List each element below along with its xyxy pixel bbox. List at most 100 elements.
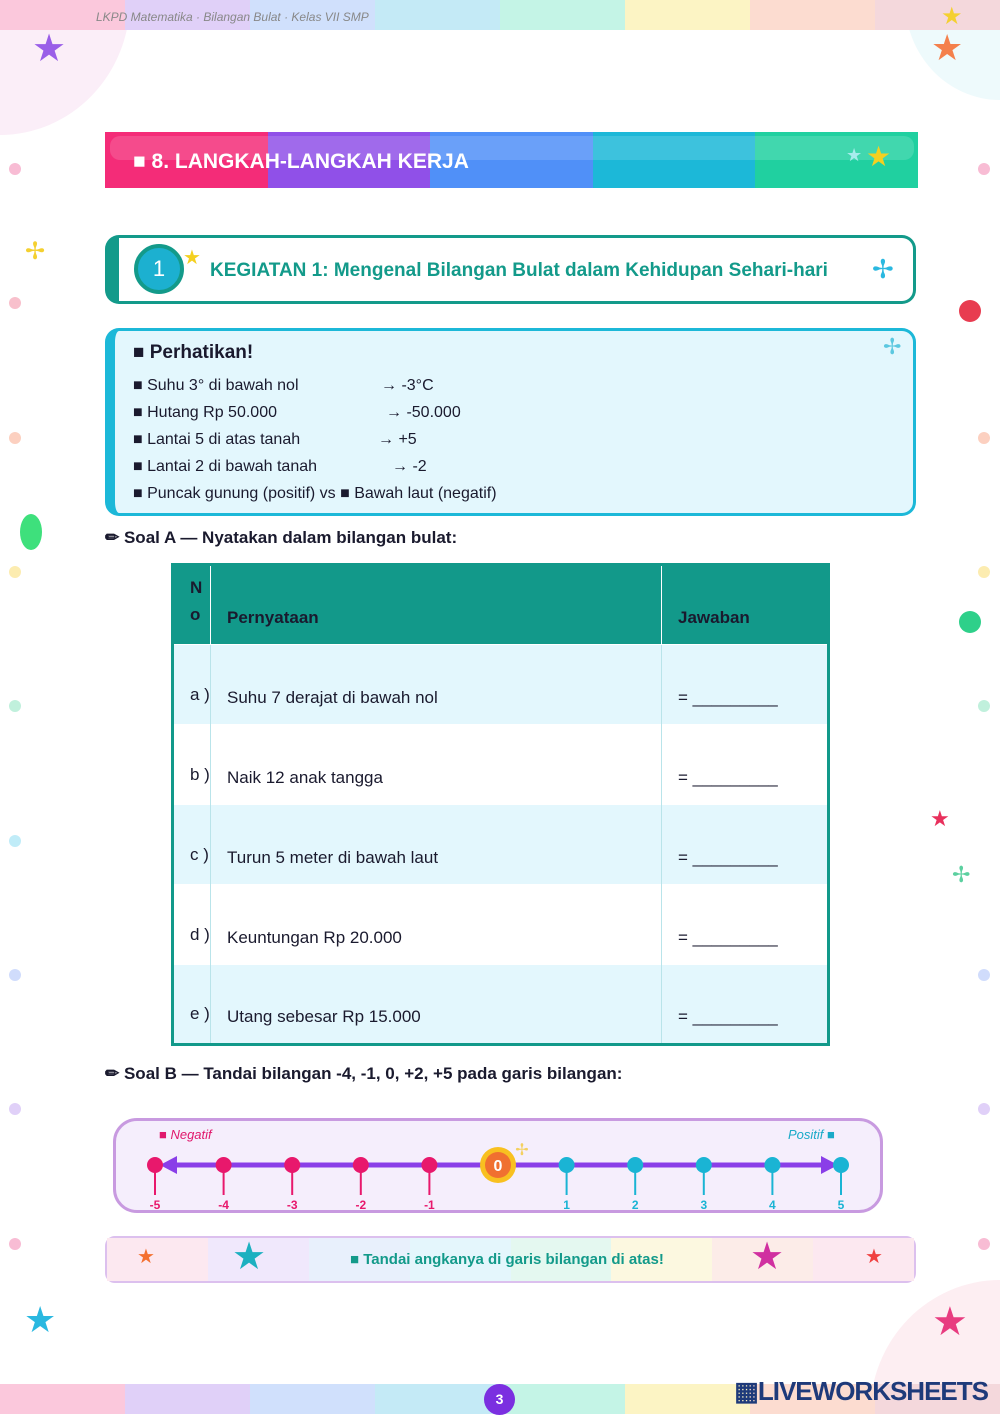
header-statement: Pernyataan	[210, 564, 662, 645]
table-row: d ) Keuntungan Rp 20.000 = _________	[172, 884, 829, 965]
soal-a-table: N o Pernyataan Jawaban a ) Suhu 7 deraja…	[171, 563, 830, 1046]
hint-banner	[105, 1236, 916, 1283]
table-row: a ) Suhu 7 derajat di bawah nol = ______…	[172, 644, 829, 725]
tick-point	[421, 1157, 438, 1173]
decor-dot	[978, 566, 990, 578]
notice-title: ■ Perhatikan!	[133, 342, 254, 363]
star-icon: ★	[24, 1299, 57, 1340]
tick-label: -2	[355, 1198, 366, 1212]
answer-field[interactable]: = _________	[661, 724, 829, 805]
sparkle-icon: ✢	[883, 334, 902, 359]
table-row: b ) Naik 12 anak tangga = _________	[172, 724, 829, 805]
tick-point	[352, 1157, 369, 1173]
tick-label: 0	[494, 1158, 503, 1175]
notice-item: ■ Suhu 3° di bawah nol	[133, 377, 299, 394]
decor-dot	[978, 432, 990, 444]
tick-point	[695, 1157, 712, 1173]
logo-text: LIVEWORKSHEETS	[757, 1376, 989, 1406]
notice-value: → +5	[378, 431, 417, 448]
tick-label: -4	[218, 1198, 229, 1212]
answer-field[interactable]: = _________	[661, 964, 829, 1045]
decor-dot	[978, 163, 990, 175]
star-icon: ★	[750, 1236, 785, 1278]
star-icon: ★	[183, 247, 201, 269]
decor-dot	[9, 297, 21, 309]
section-banner	[105, 132, 918, 188]
arrow-right-icon	[821, 1156, 838, 1174]
header-text: LKPD Matematika · Bilangan Bulat · Kelas…	[96, 10, 369, 24]
notice-value: → -3°C	[381, 377, 434, 394]
hint-text: ■ Tandai angkanya di garis bilangan di a…	[350, 1251, 664, 1268]
decor-dot	[9, 1238, 21, 1250]
zero-marker	[485, 1152, 511, 1178]
header-answer: Jawaban	[661, 564, 829, 645]
footer-strip	[0, 1384, 1000, 1414]
decor-dot	[9, 163, 21, 175]
decor-dot	[978, 1238, 990, 1250]
decor-dot	[978, 969, 990, 981]
star-icon: ★	[865, 1246, 883, 1268]
sparkle-icon: ✢	[872, 254, 894, 284]
answer-field[interactable]: = _________	[661, 884, 829, 965]
activity-card	[105, 235, 916, 304]
notice-box	[105, 328, 916, 516]
page-number: 3	[484, 1384, 515, 1415]
tick-point	[215, 1157, 232, 1173]
notice-item: ■ Hutang Rp 50.000	[133, 404, 277, 421]
star-icon: ★	[846, 145, 863, 165]
liveworksheets-logo[interactable]: ▦LIVEWORKSHEETS	[734, 1376, 989, 1406]
tick-point	[627, 1157, 644, 1173]
negative-label: ■ Negatif	[159, 1127, 212, 1142]
row-number: c )	[172, 804, 211, 885]
tick-point	[147, 1157, 163, 1173]
notice-item: ■ Lantai 5 di atas tanah	[133, 431, 301, 448]
row-number: d )	[172, 884, 211, 965]
decor-dot	[9, 700, 21, 712]
decor-dot	[9, 969, 21, 981]
table-row: e ) Utang sebesar Rp 15.000 = _________	[172, 964, 829, 1045]
sparkle-icon: ✢	[25, 238, 46, 265]
tick-label: -1	[424, 1198, 435, 1212]
decor-dot	[9, 566, 21, 578]
number-line[interactable]: -5 -4 -3 -2 -1 0 ✢ 1 2 3 4 5	[0, 1100, 1000, 1230]
star-icon: ★	[866, 141, 892, 172]
face-icon	[959, 300, 981, 322]
robot-icon	[20, 514, 42, 550]
star-icon: ★	[137, 1246, 155, 1268]
decor-dot	[9, 835, 21, 847]
notice-item: ■ Puncak gunung (positif) vs ■ Bawah lau…	[133, 485, 497, 502]
notice-value: → -2	[392, 458, 427, 475]
section-title: ■ 8. LANGKAH-LANGKAH KERJA	[133, 150, 469, 173]
row-statement: Suhu 7 derajat di bawah nol	[210, 644, 662, 725]
tick-label: 5	[838, 1198, 845, 1212]
table-row: c ) Turun 5 meter di bawah laut = ______…	[172, 804, 829, 885]
star-icon: ★	[232, 1236, 267, 1278]
answer-field[interactable]: = _________	[661, 644, 829, 725]
star-icon: ★	[930, 806, 950, 831]
decor-dot	[978, 700, 990, 712]
notice-item: ■ Lantai 2 di bawah tanah	[133, 458, 318, 475]
star-icon: ★	[932, 1300, 968, 1344]
tick-point	[833, 1157, 849, 1173]
answer-field[interactable]: = _________	[661, 804, 829, 885]
tick-point	[764, 1157, 781, 1173]
decor-dot	[9, 1103, 21, 1115]
face-icon	[959, 611, 981, 633]
tick-label: 1	[563, 1198, 570, 1212]
positive-label: Positif ■	[788, 1127, 835, 1142]
sparkle-icon: ✢	[515, 1142, 528, 1159]
header-strip	[0, 0, 1000, 30]
tick-label: 2	[632, 1198, 639, 1212]
tick-point	[284, 1157, 301, 1173]
tick-point	[558, 1157, 575, 1173]
row-statement: Utang sebesar Rp 15.000	[210, 964, 662, 1045]
tick-label: -5	[150, 1198, 161, 1212]
activity-title: KEGIATAN 1: Mengenal Bilangan Bulat dala…	[210, 260, 828, 281]
notice-value: → -50.000	[386, 404, 461, 421]
tick-label: -3	[287, 1198, 298, 1212]
banner-gloss	[110, 136, 914, 160]
row-statement: Turun 5 meter di bawah laut	[210, 804, 662, 885]
tick-label: 4	[769, 1198, 776, 1212]
tick-label: 3	[700, 1198, 707, 1212]
star-icon: ★	[32, 28, 67, 70]
